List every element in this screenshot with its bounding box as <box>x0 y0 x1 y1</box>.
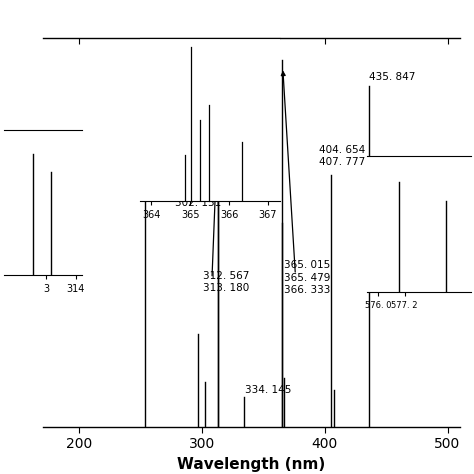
Text: 365. 015
365. 479
366. 333: 365. 015 365. 479 366. 333 <box>284 260 331 295</box>
Text: 404. 654
407. 777: 404. 654 407. 777 <box>319 145 365 167</box>
Text: 296. 729
302. 151: 296. 729 302. 151 <box>175 186 221 208</box>
X-axis label: Wavelength (nm): Wavelength (nm) <box>177 456 325 472</box>
Text: 334. 145: 334. 145 <box>245 385 292 395</box>
Text: 253. 658: 253. 658 <box>146 146 193 156</box>
Text: 312. 567
313. 180: 312. 567 313. 180 <box>203 271 250 293</box>
Text: 435. 847: 435. 847 <box>369 73 415 82</box>
